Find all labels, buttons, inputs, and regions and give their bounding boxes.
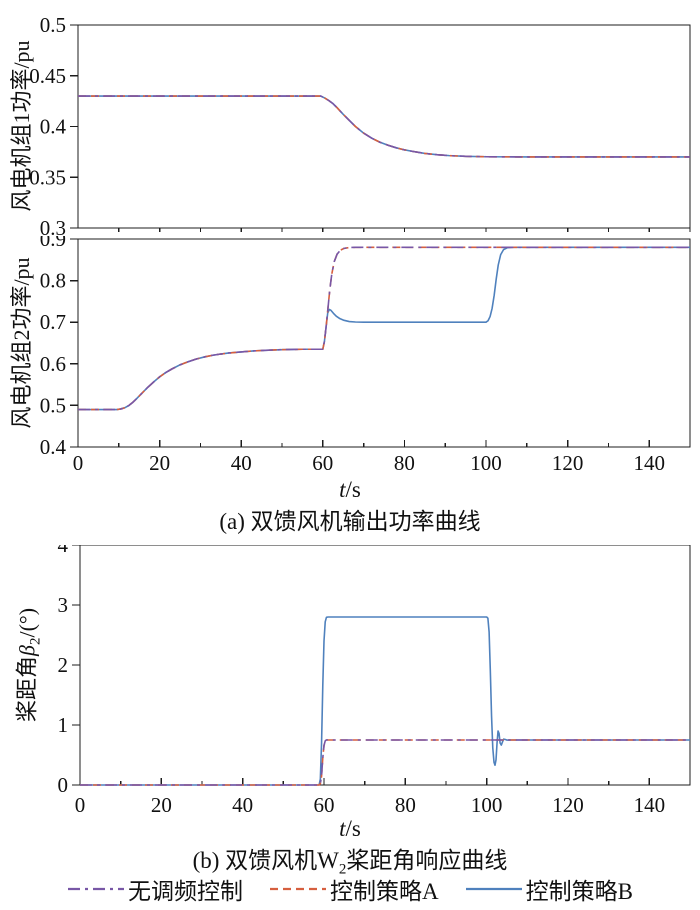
svg-text:60: 60	[312, 451, 333, 475]
svg-text:100: 100	[470, 451, 502, 475]
y-axis-label-power-w1-text: 风电机组1功率/pu	[9, 40, 34, 212]
svg-text:2: 2	[58, 653, 69, 677]
legend-item-no-control: 无调频控制	[67, 872, 243, 906]
legend: 无调频控制 控制策略A 控制策略B	[0, 872, 700, 906]
y-axis-label-power-w2: 风电机组2功率/pu	[4, 257, 36, 428]
svg-text:0.45: 0.45	[29, 64, 66, 88]
svg-text:0: 0	[58, 773, 69, 797]
legend-item-strategy-a: 控制策略A	[269, 872, 439, 906]
series-控制策略B	[78, 95, 690, 158]
caption-b-pre: (b) 双馈风机W	[192, 848, 339, 873]
svg-text:0.4: 0.4	[40, 435, 67, 459]
svg-text:0.4: 0.4	[40, 115, 67, 139]
svg-text:80: 80	[394, 451, 415, 475]
x-axis-label-a-var: t	[339, 477, 346, 502]
svg-text:0.5: 0.5	[40, 13, 66, 37]
pitch-label-symbol: β	[14, 645, 40, 657]
caption-b: (b) 双馈风机W2桨距角响应曲线	[0, 841, 700, 879]
svg-text:0.5: 0.5	[40, 393, 66, 417]
svg-text:0.3: 0.3	[40, 216, 66, 236]
x-axis-label-b-var: t	[339, 816, 346, 841]
panel-a-power-w2-plot: 0.4 0.5 0.6 0.7 0.8 0.9 0 20 40 60 80 100 120 140	[40, 236, 691, 475]
legend-item-strategy-b: 控制策略B	[465, 872, 633, 906]
pitch-label-prefix: 桨距角	[14, 656, 40, 723]
svg-text:3: 3	[58, 593, 69, 617]
series-控制策略A	[78, 95, 690, 158]
legend-label-strategy-a: 控制策略A	[330, 879, 439, 904]
series-无调频控制	[80, 739, 690, 786]
svg-text:120: 120	[552, 451, 584, 475]
y-axis-label-pitch-angle: 桨距角β2/(°)	[9, 608, 44, 722]
svg-text:0.35: 0.35	[29, 165, 66, 189]
caption-a: (a) 双馈风机输出功率曲线	[0, 502, 700, 536]
x-axis-label-b-unit: /s	[345, 816, 361, 841]
x-axis-label-b: t/s	[0, 816, 700, 842]
svg-text:80: 80	[395, 793, 416, 817]
svg-text:40: 40	[231, 451, 252, 475]
svg-text:0.6: 0.6	[40, 352, 66, 376]
panel-a-power-w1-plot: 0.3 0.35 0.4 0.45 0.5	[29, 13, 691, 236]
svg-text:20: 20	[151, 793, 172, 817]
pitch-label-unit: /(°)	[14, 607, 40, 638]
legend-label-no-control: 无调频控制	[128, 879, 244, 904]
y-axis-label-power-w2-text: 风电机组2功率/pu	[9, 257, 34, 429]
x-axis-label-a: t/s	[0, 477, 700, 503]
legend-solid-line-icon	[465, 887, 522, 891]
svg-text:0: 0	[75, 793, 86, 817]
series-控制策略A	[78, 246, 690, 411]
svg-text:40: 40	[232, 793, 253, 817]
series-控制策略B	[80, 616, 690, 786]
svg-text:0: 0	[73, 451, 84, 475]
svg-text:20: 20	[149, 451, 170, 475]
series-无调频控制	[78, 95, 690, 158]
pitch-label-subscript: 2	[27, 637, 44, 646]
svg-text:60: 60	[314, 793, 335, 817]
svg-text:140: 140	[634, 793, 666, 817]
svg-text:120: 120	[552, 793, 584, 817]
legend-dashed-line-icon	[270, 887, 327, 891]
caption-b-post: 桨距角响应曲线	[346, 848, 508, 873]
caption-a-text: (a) 双馈风机输出功率曲线	[219, 509, 481, 534]
svg-text:100: 100	[471, 793, 503, 817]
series-控制策略A	[80, 739, 690, 786]
svg-text:140: 140	[633, 451, 665, 475]
series-控制策略B	[78, 246, 690, 411]
caption-b-subscript: 2	[338, 861, 347, 878]
svg-text:4: 4	[58, 545, 69, 557]
y-axis-label-power-w1: 风电机组1功率/pu	[4, 40, 36, 211]
svg-text:0.7: 0.7	[40, 310, 66, 334]
legend-label-strategy-b: 控制策略B	[525, 879, 633, 904]
svg-text:1: 1	[58, 713, 69, 737]
svg-text:0.8: 0.8	[40, 269, 66, 293]
svg-text:0.9: 0.9	[40, 236, 66, 251]
legend-dashdot-line-icon	[68, 887, 125, 891]
series-无调频控制	[78, 246, 690, 411]
x-axis-label-a-unit: /s	[345, 477, 361, 502]
